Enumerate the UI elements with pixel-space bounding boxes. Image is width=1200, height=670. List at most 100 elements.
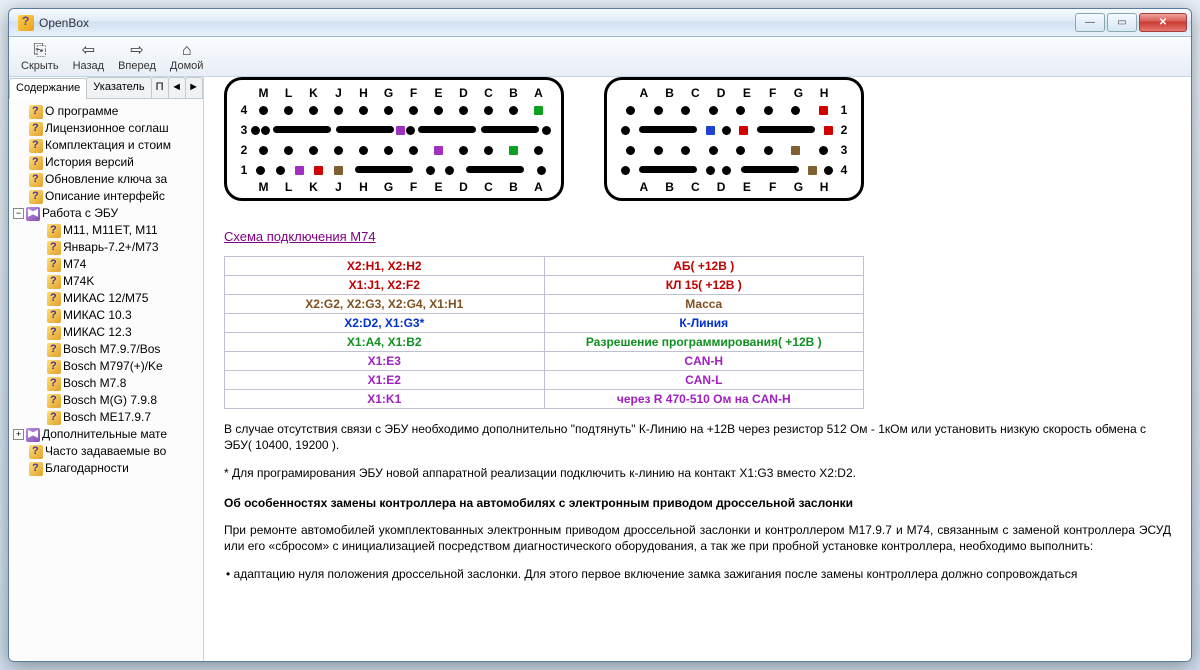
section-heading: Об особенностях замены контроллера на ав… <box>224 496 1171 510</box>
help-icon <box>47 394 61 408</box>
tree-item[interactable]: М74 <box>11 256 201 273</box>
titlebar[interactable]: OpenBox — ▭ ✕ <box>9 9 1191 37</box>
tree-item[interactable]: −Работа с ЭБУ <box>11 205 201 222</box>
tree-item[interactable]: +Дополнительные мате <box>11 426 201 443</box>
minimize-button[interactable]: — <box>1075 13 1105 32</box>
window-buttons: — ▭ ✕ <box>1073 13 1187 32</box>
connector-x2: ABCDEFGH 1 2 3 4 ABCDEFGH <box>604 77 864 201</box>
help-icon <box>47 411 61 425</box>
bullet-1: • адаптацию нуля положения дроссельной з… <box>224 566 1171 582</box>
help-icon <box>29 462 43 476</box>
schema-link[interactable]: Схема подключения М74 <box>224 229 376 244</box>
tree-item-label: Bosch M7.9.7/Bos <box>63 342 160 356</box>
help-icon <box>47 326 61 340</box>
tree-item[interactable]: Bosch M7.8 <box>11 375 201 392</box>
toolbar: ⎘ Скрыть ⇦ Назад ⇨ Вперед ⌂ Домой <box>9 37 1191 77</box>
tree-item[interactable]: Описание интерфейс <box>11 188 201 205</box>
tree-item-label: Благодарности <box>45 461 129 475</box>
tree-item[interactable]: Январь-7.2+/М73 <box>11 239 201 256</box>
hide-label: Скрыть <box>21 60 59 72</box>
connector-x1: MLKJHGFEDCBA 4 3 2 1 MLKJHGFEDCBA <box>224 77 564 201</box>
tree-item-label: Описание интерфейс <box>45 189 165 203</box>
table-row: X1:K1через R 470-510 Ом на CAN-H <box>225 390 864 409</box>
table-row: X1:J1, X2:F2КЛ 15( +12В ) <box>225 276 864 295</box>
tree-item[interactable]: История версий <box>11 154 201 171</box>
help-icon <box>47 292 61 306</box>
tree-item[interactable]: М11, М11ЕТ, М11 <box>11 222 201 239</box>
table-row: X1:E3CAN-H <box>225 352 864 371</box>
nav-tabs: Содержание Указатель П ◄ ► <box>9 77 203 99</box>
maximize-button[interactable]: ▭ <box>1107 13 1137 32</box>
table-row: X2:D2, X1:G3*К-Линия <box>225 314 864 333</box>
tree-item[interactable]: МИКАС 12/М75 <box>11 290 201 307</box>
tree-item[interactable]: Благодарности <box>11 460 201 477</box>
main-area: Содержание Указатель П ◄ ► О программеЛи… <box>9 77 1191 661</box>
tree-item-label: Bosch ME17.9.7 <box>63 410 151 424</box>
tab-contents[interactable]: Содержание <box>9 78 87 99</box>
help-icon <box>47 224 61 238</box>
help-icon <box>29 105 43 119</box>
help-icon <box>29 190 43 204</box>
home-button[interactable]: ⌂ Домой <box>164 40 210 74</box>
help-icon <box>29 173 43 187</box>
tree-item[interactable]: Комплектация и стоим <box>11 137 201 154</box>
tree-item[interactable]: Bosch ME17.9.7 <box>11 409 201 426</box>
help-icon <box>47 343 61 357</box>
help-icon <box>47 258 61 272</box>
table-row: X2:H1, X2:H2АБ( +12В ) <box>225 257 864 276</box>
help-icon <box>29 139 43 153</box>
tree-item-label: МИКАС 12/М75 <box>63 291 148 305</box>
tree-item[interactable]: Bosch M797(+)/Ke <box>11 358 201 375</box>
help-icon <box>47 309 61 323</box>
home-label: Домой <box>170 60 204 72</box>
tree-item-label: М11, М11ЕТ, М11 <box>63 223 158 237</box>
back-label: Назад <box>73 60 105 72</box>
tree-item[interactable]: Лицензионное соглаш <box>11 120 201 137</box>
tree-item-label: МИКАС 10.3 <box>63 308 132 322</box>
note-1: В случае отсутствия связи с ЭБУ необходи… <box>224 421 1171 453</box>
tree-item[interactable]: МИКАС 12.3 <box>11 324 201 341</box>
table-row: X1:E2CAN-L <box>225 371 864 390</box>
forward-button[interactable]: ⇨ Вперед <box>112 40 162 74</box>
close-button[interactable]: ✕ <box>1139 13 1187 32</box>
tree-item[interactable]: М74K <box>11 273 201 290</box>
help-icon <box>29 122 43 136</box>
tab-scroll-right[interactable]: ► <box>185 77 203 98</box>
tab-search[interactable]: П <box>151 77 169 98</box>
tree-item[interactable]: Bosch M(G) 7.9.8 <box>11 392 201 409</box>
tree-item-label: Часто задаваемые во <box>45 444 166 458</box>
app-icon <box>18 15 34 31</box>
tab-scroll-left[interactable]: ◄ <box>168 77 186 98</box>
tree-item-label: Bosch M7.8 <box>63 376 126 390</box>
tree-item-label: Январь-7.2+/М73 <box>63 240 159 254</box>
note-2: * Для програмирования ЭБУ новой аппаратн… <box>224 465 1171 481</box>
tree-item-label: Обновление ключа за <box>45 172 167 186</box>
tree-item-label: МИКАС 12.3 <box>63 325 132 339</box>
tree-item-label: История версий <box>45 155 134 169</box>
tree-item[interactable]: Часто задаваемые во <box>11 443 201 460</box>
back-button[interactable]: ⇦ Назад <box>67 40 111 74</box>
tree-item[interactable]: Bosch M7.9.7/Bos <box>11 341 201 358</box>
back-icon: ⇦ <box>82 42 95 60</box>
tree-item[interactable]: Обновление ключа за <box>11 171 201 188</box>
home-icon: ⌂ <box>182 42 192 60</box>
connectors-diagram: MLKJHGFEDCBA 4 3 2 1 MLKJHGFEDCBA ABCDEF… <box>224 77 1171 201</box>
connection-table: X2:H1, X2:H2АБ( +12В )X1:J1, X2:F2КЛ 15(… <box>224 256 864 409</box>
contents-tree[interactable]: О программеЛицензионное соглашКомплектац… <box>9 99 203 661</box>
help-icon <box>47 241 61 255</box>
hide-button[interactable]: ⎘ Скрыть <box>15 40 65 74</box>
tree-item[interactable]: О программе <box>11 103 201 120</box>
book-icon <box>26 207 40 221</box>
help-icon <box>47 275 61 289</box>
tree-item[interactable]: МИКАС 10.3 <box>11 307 201 324</box>
tab-index[interactable]: Указатель <box>86 77 151 98</box>
forward-label: Вперед <box>118 60 156 72</box>
help-icon <box>47 360 61 374</box>
help-icon <box>29 445 43 459</box>
tree-item-label: Bosch M(G) 7.9.8 <box>63 393 157 407</box>
content-pane[interactable]: MLKJHGFEDCBA 4 3 2 1 MLKJHGFEDCBA ABCDEF… <box>204 77 1191 661</box>
para-3: При ремонте автомобилей укомплектованных… <box>224 522 1171 554</box>
tree-item-label: Комплектация и стоим <box>45 138 171 152</box>
tree-item-label: Bosch M797(+)/Ke <box>63 359 163 373</box>
forward-icon: ⇨ <box>130 42 143 60</box>
